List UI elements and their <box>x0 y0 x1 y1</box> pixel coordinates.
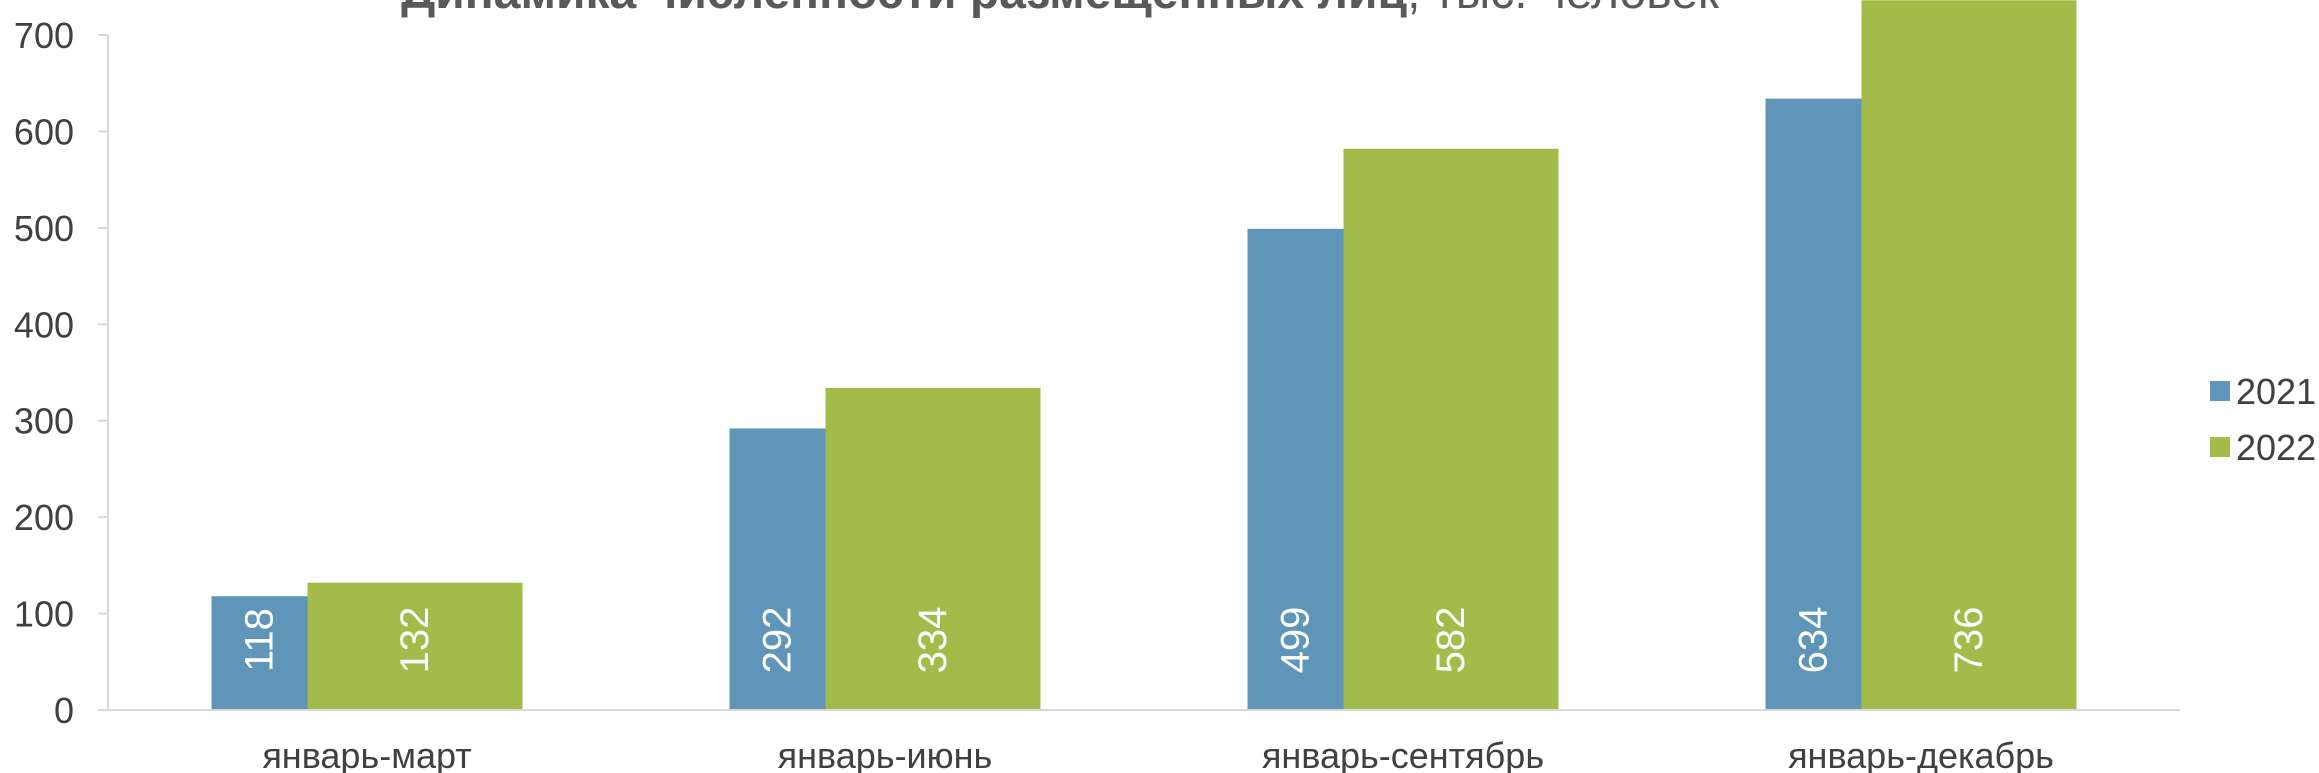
bar-2022 <box>825 387 1041 710</box>
chart-title: Динамика численности размещенных лиц, ты… <box>401 0 1720 19</box>
data-labels: 118 132 292 334 499 582 634 736 <box>238 607 1992 674</box>
x-axis: январь-март январь-июнь январь-сентябрь янв… <box>108 709 2180 773</box>
bar-2022 <box>1343 148 1559 711</box>
category-label: январь-декабрь <box>1788 735 2054 773</box>
chart-title-units: , тыс. человек <box>1407 0 1720 19</box>
bar-2021 <box>1765 98 1862 710</box>
y-tick-label: 0 <box>54 690 74 731</box>
bar-2022 <box>1861 0 2077 711</box>
y-axis: 0 100 200 300 400 500 600 700 <box>14 15 109 731</box>
legend-label: 2022 <box>2236 427 2316 468</box>
y-tick-label: 700 <box>14 15 74 56</box>
bar-2021 <box>1247 228 1344 711</box>
legend: 2021 2022 <box>2210 371 2316 468</box>
chart-title-main: Динамика численности размещенных лиц <box>401 0 1407 19</box>
bars <box>211 0 2077 711</box>
data-label: 292 <box>756 607 800 674</box>
data-label: 499 <box>1274 607 1318 674</box>
legend-swatch <box>2210 381 2230 401</box>
y-tick-label: 300 <box>14 401 74 442</box>
y-tick-label: 500 <box>14 208 74 249</box>
data-label: 736 <box>1947 607 1991 674</box>
data-label: 582 <box>1429 607 1473 674</box>
legend-swatch <box>2210 437 2230 457</box>
category-label: январь-сентябрь <box>1262 735 1544 773</box>
bar-2022 <box>307 582 523 710</box>
category-label: январь-июнь <box>778 735 993 773</box>
bar-2021 <box>211 596 308 710</box>
data-label: 634 <box>1792 607 1836 674</box>
data-label: 334 <box>911 607 955 674</box>
y-tick-label: 600 <box>14 111 74 152</box>
data-label: 118 <box>238 608 282 672</box>
category-label: январь-март <box>262 735 471 773</box>
bar-2021 <box>729 428 826 710</box>
y-tick-label: 200 <box>14 497 74 538</box>
y-tick-label: 400 <box>14 304 74 345</box>
y-tick-label: 100 <box>14 594 74 635</box>
data-label: 132 <box>393 607 437 674</box>
legend-label: 2021 <box>2236 371 2316 412</box>
